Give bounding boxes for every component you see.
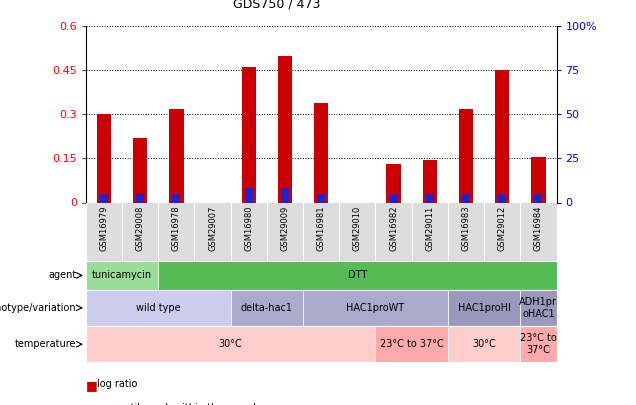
Bar — [133, 138, 148, 202]
Bar — [448, 290, 520, 326]
Bar — [158, 261, 556, 290]
Text: genotype/variation: genotype/variation — [0, 303, 76, 313]
Text: log ratio: log ratio — [97, 379, 137, 389]
Text: ADH1pr
oHAC1: ADH1pr oHAC1 — [520, 297, 557, 319]
Bar — [520, 290, 556, 326]
Bar — [462, 194, 470, 202]
Bar — [448, 326, 520, 362]
Bar — [520, 326, 556, 362]
Text: GSM16982: GSM16982 — [389, 205, 398, 251]
Bar — [303, 290, 448, 326]
Text: GSM29012: GSM29012 — [498, 205, 507, 251]
Text: HAC1proWT: HAC1proWT — [347, 303, 404, 313]
Bar — [169, 109, 184, 202]
Bar — [86, 326, 375, 362]
Bar — [314, 102, 328, 202]
Text: ■: ■ — [86, 379, 97, 392]
Bar — [136, 194, 144, 202]
Text: tunicamycin: tunicamycin — [92, 271, 152, 280]
Text: 30°C: 30°C — [219, 339, 242, 349]
Bar — [317, 194, 325, 202]
Bar — [459, 109, 473, 202]
Text: temperature: temperature — [15, 339, 76, 349]
Bar — [245, 188, 252, 202]
Bar — [100, 194, 108, 202]
Text: delta-hac1: delta-hac1 — [241, 303, 293, 313]
Text: GDS750 / 473: GDS750 / 473 — [233, 0, 321, 10]
Bar — [278, 56, 292, 202]
Text: GSM29007: GSM29007 — [208, 205, 217, 251]
Text: GSM16980: GSM16980 — [244, 205, 253, 251]
Text: percentile rank within the sample: percentile rank within the sample — [97, 403, 262, 405]
Bar — [426, 194, 434, 202]
Text: GSM16981: GSM16981 — [317, 205, 326, 251]
Bar — [390, 194, 398, 202]
Bar — [534, 194, 543, 202]
Text: wild type: wild type — [136, 303, 181, 313]
Bar — [386, 164, 401, 202]
Text: 30°C: 30°C — [472, 339, 496, 349]
Text: GSM16984: GSM16984 — [534, 205, 543, 251]
Bar — [375, 326, 448, 362]
Text: agent: agent — [48, 271, 76, 280]
Text: GSM29010: GSM29010 — [353, 205, 362, 251]
Text: DTT: DTT — [348, 271, 367, 280]
Bar — [172, 194, 181, 202]
Text: GSM16978: GSM16978 — [172, 205, 181, 251]
Bar — [498, 194, 506, 202]
Text: GSM29008: GSM29008 — [135, 205, 144, 251]
Text: 23°C to
37°C: 23°C to 37°C — [520, 333, 556, 355]
Bar — [86, 290, 231, 326]
Bar — [242, 67, 256, 202]
Text: GSM29011: GSM29011 — [425, 205, 434, 251]
Bar — [531, 157, 546, 202]
Bar — [97, 114, 111, 202]
Bar — [281, 188, 289, 202]
Bar — [495, 70, 509, 202]
Bar — [86, 261, 158, 290]
Text: GSM16983: GSM16983 — [462, 205, 471, 251]
Text: HAC1proHI: HAC1proHI — [458, 303, 511, 313]
Text: GSM16979: GSM16979 — [99, 205, 109, 251]
Bar — [422, 160, 437, 202]
Text: ■: ■ — [86, 403, 97, 405]
Bar — [231, 290, 303, 326]
Text: 23°C to 37°C: 23°C to 37°C — [380, 339, 443, 349]
Text: GSM29009: GSM29009 — [280, 205, 289, 251]
